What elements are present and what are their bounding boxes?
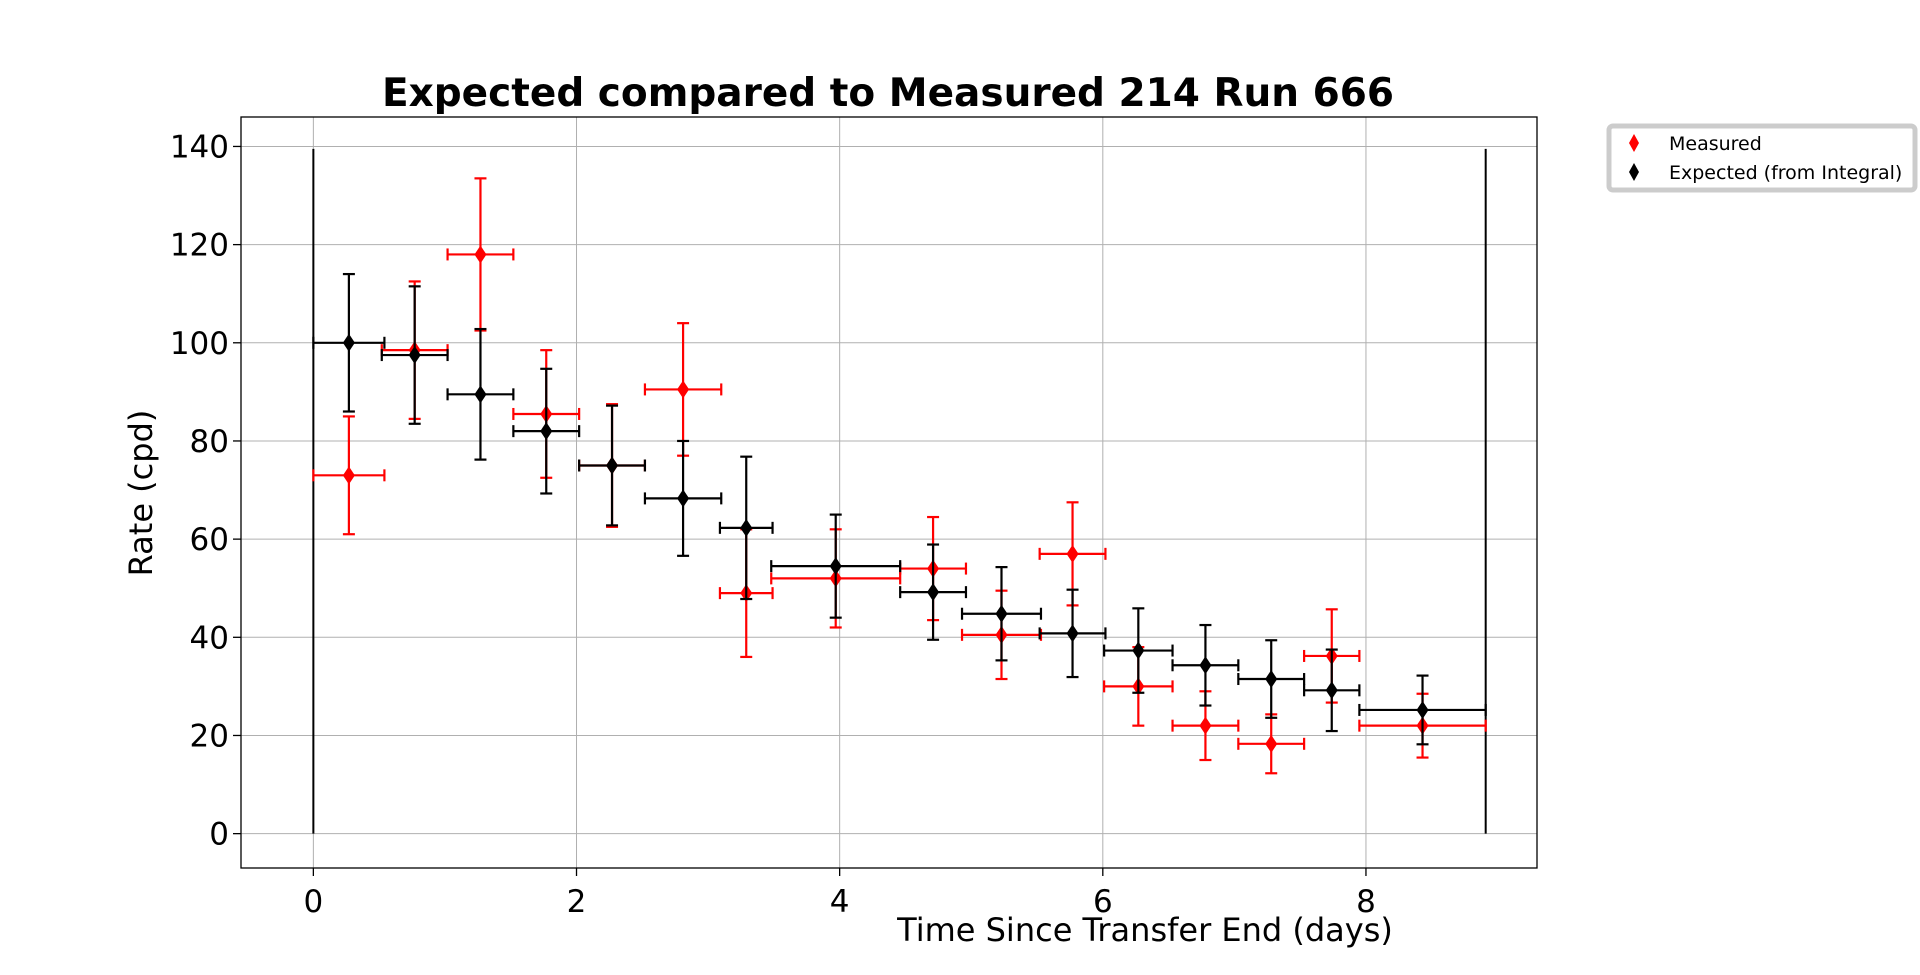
diamond-marker [995,604,1008,623]
data-point [512,367,581,495]
legend-marker-measured [1629,134,1639,152]
y-tick-label: 140 [170,129,229,165]
series-layer [312,177,1487,775]
diamond-marker [1325,681,1338,700]
diamond-marker [1265,670,1278,689]
vertical-lines [312,148,1487,834]
diamond-marker [740,518,753,537]
y-tick-label: 0 [209,817,229,853]
diamond-marker [677,380,690,399]
data-point [1237,639,1306,719]
data-point [770,513,902,619]
diamond-marker [1416,700,1429,719]
data-point [1103,607,1174,694]
diamond-marker [1066,544,1079,563]
x-tick-label: 8 [1356,884,1376,920]
data-point [578,404,647,527]
data-point [446,177,515,332]
y-tick-label: 120 [170,228,229,264]
legend: Measured Expected (from Integral) [1606,123,1918,193]
y-tick-label: 20 [190,718,229,754]
grid-lines [241,117,1537,868]
y-tick-label: 40 [190,620,229,656]
data-point [643,322,723,457]
diamond-marker [1199,716,1212,735]
diamond-marker [1199,656,1212,675]
diamond-marker [606,456,619,475]
y-tick-label: 60 [190,522,229,558]
diamond-marker [342,466,355,485]
series-expected [312,272,1487,746]
y-tick-label: 80 [190,424,229,460]
data-point [899,543,968,641]
data-point [446,327,515,461]
data-point [1303,648,1361,733]
data-point [1171,623,1240,707]
diamond-marker [1066,624,1079,643]
diamond-marker [1132,641,1145,660]
data-point [718,455,774,601]
data-point [1171,690,1240,762]
chart-title: Expected compared to Measured 214 Run 66… [382,71,1394,116]
x-tick-label: 4 [830,884,850,920]
diamond-marker [540,422,553,441]
series-measured [312,177,1487,775]
data-point [380,285,449,425]
plot-area-frame [240,116,1538,869]
data-point [960,566,1043,662]
data-point [1237,713,1306,775]
diamond-marker [474,245,487,264]
data-point [312,272,386,413]
diamond-marker [1265,734,1278,753]
x-tick-label: 6 [1093,884,1113,920]
diamond-marker [829,557,842,576]
x-axis-label: Time Since Transfer End (days) [896,911,1393,949]
data-point [1038,501,1107,607]
y-axis-label: Rate (cpd) [122,410,160,577]
legend-label-measured: Measured [1669,133,1762,155]
data-point [643,439,723,557]
diamond-marker [927,583,940,602]
x-tick-label: 2 [567,884,587,920]
diamond-marker [342,333,355,352]
data-point [312,415,386,536]
data-point [1038,588,1107,679]
diamond-marker [474,385,487,404]
legend-frame [1606,123,1918,193]
legend-marker-expected [1629,163,1639,181]
data-point [1358,674,1487,746]
diamond-marker [677,489,690,508]
y-tick-label: 100 [170,326,229,362]
legend-label-expected: Expected (from Integral) [1669,162,1902,184]
diamond-marker [408,346,421,365]
x-tick-label: 0 [303,884,323,920]
